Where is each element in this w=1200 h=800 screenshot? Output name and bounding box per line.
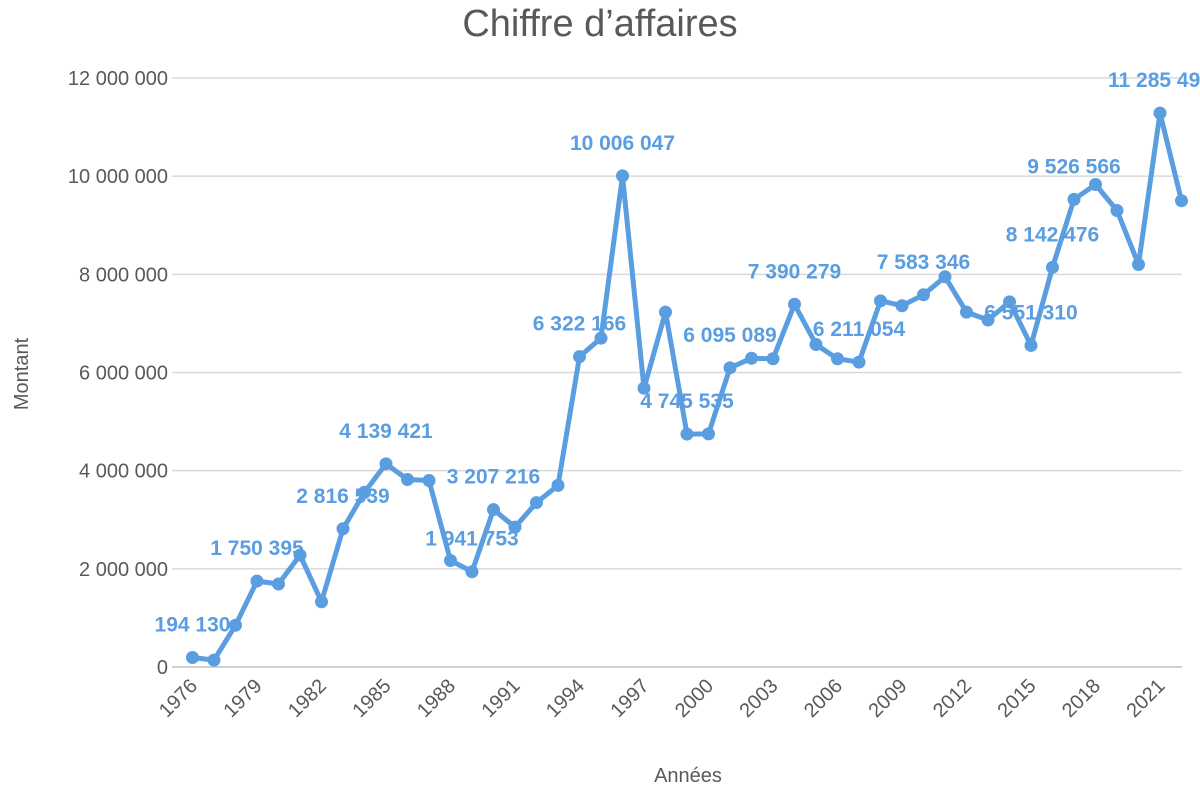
data-point xyxy=(530,496,543,510)
y-axis-ticks: 0 2 000 000 4 000 000 6 000 000 8 000 000 10 … xyxy=(68,68,168,679)
data-point xyxy=(1089,178,1102,192)
x-axis-title: Années xyxy=(654,765,722,787)
data-point xyxy=(745,351,758,365)
data-point xyxy=(315,595,328,609)
data-point xyxy=(229,618,242,632)
x-tick-label: 1997 xyxy=(607,675,654,722)
x-tick-label: 2000 xyxy=(671,675,718,722)
data-label: 3 207 216 xyxy=(447,466,540,489)
data-point xyxy=(659,305,672,319)
data-point xyxy=(616,169,629,183)
x-tick-label: 2006 xyxy=(800,675,847,722)
series-line xyxy=(190,110,1184,663)
data-point xyxy=(1175,194,1188,208)
data-point xyxy=(852,355,866,369)
data-point xyxy=(272,577,285,591)
data-point xyxy=(186,650,199,664)
x-tick-label: 1985 xyxy=(349,675,396,722)
data-point xyxy=(702,427,715,441)
data-label: 10 006 047 xyxy=(570,132,675,155)
data-point xyxy=(1153,106,1167,120)
chart-title: Chiffre d’affaires xyxy=(462,3,737,45)
data-point xyxy=(422,473,436,487)
data-point xyxy=(207,653,221,667)
y-tick-label: 0 xyxy=(157,657,168,679)
x-tick-label: 2003 xyxy=(736,675,783,722)
data-point xyxy=(680,427,694,441)
data-point xyxy=(766,352,780,366)
data-point xyxy=(487,503,500,517)
data-point xyxy=(508,520,522,534)
x-tick-label: 2015 xyxy=(994,675,1041,722)
y-tick-label: 8 000 000 xyxy=(79,264,168,286)
data-label: 1 941 753 xyxy=(425,528,518,551)
data-point xyxy=(573,350,586,364)
data-label: 9 526 566 xyxy=(1027,155,1120,178)
x-tick-label: 1979 xyxy=(220,675,267,722)
data-label: 4 745 535 xyxy=(640,390,734,413)
data-label: 6 322 166 xyxy=(533,313,626,336)
data-label: 6 095 089 xyxy=(683,324,776,347)
data-points xyxy=(186,106,1188,667)
data-point xyxy=(358,485,371,499)
data-label: 11 285 492 xyxy=(1108,69,1200,92)
data-point xyxy=(1024,338,1038,352)
data-label: 1 750 395 xyxy=(210,537,304,560)
data-point xyxy=(594,331,608,345)
data-label: 6 211 054 xyxy=(813,318,906,341)
y-tick-label: 10 000 000 xyxy=(68,166,168,188)
x-tick-label: 2018 xyxy=(1058,675,1105,722)
data-point xyxy=(637,381,651,395)
data-point xyxy=(788,297,801,311)
data-label: 7 583 346 xyxy=(877,251,970,274)
data-label: 194 130 xyxy=(155,613,231,636)
data-point xyxy=(250,574,264,588)
y-tick-label: 12 000 000 xyxy=(68,68,168,90)
data-label: 6 551 310 xyxy=(984,301,1077,324)
data-point xyxy=(1067,192,1081,206)
data-point xyxy=(938,270,952,284)
data-label: 4 139 421 xyxy=(339,420,433,443)
x-tick-label: 1994 xyxy=(542,675,589,722)
data-labels: 194 130 1 750 395 2 816 539 4 139 421 1 941 … xyxy=(155,69,1200,636)
x-tick-label: 1988 xyxy=(413,675,460,722)
data-point xyxy=(551,478,565,492)
data-point xyxy=(379,457,393,471)
data-point xyxy=(465,565,479,579)
data-point xyxy=(1003,295,1016,309)
y-axis-title: Montant xyxy=(11,337,33,410)
data-label: 7 390 279 xyxy=(748,260,841,283)
data-point xyxy=(336,522,350,536)
data-point xyxy=(917,288,930,302)
data-point xyxy=(444,553,457,567)
data-point xyxy=(960,305,973,319)
x-tick-label: 2012 xyxy=(929,675,976,722)
data-point xyxy=(1046,260,1059,274)
y-tick-label: 6 000 000 xyxy=(79,363,168,385)
x-tick-label: 1982 xyxy=(284,675,331,722)
y-tick-label: 2 000 000 xyxy=(79,559,168,581)
x-tick-label: 1991 xyxy=(478,675,525,722)
x-tick-label: 2021 xyxy=(1123,675,1170,722)
data-point xyxy=(809,338,823,352)
data-point xyxy=(1132,258,1145,272)
data-point xyxy=(981,313,995,327)
data-point xyxy=(874,294,887,308)
data-point xyxy=(1110,204,1124,218)
data-label: 2 816 539 xyxy=(296,485,389,508)
y-tick-label: 4 000 000 xyxy=(79,461,168,483)
data-point xyxy=(723,361,737,375)
data-point xyxy=(293,548,307,562)
data-point xyxy=(831,352,844,366)
data-point xyxy=(895,299,909,313)
gridlines xyxy=(172,77,1182,668)
x-tick-label: 2009 xyxy=(865,675,912,722)
data-point xyxy=(401,473,414,487)
data-label: 8 142 476 xyxy=(1006,223,1099,246)
x-axis-ticks: 1976 1979 1982 1985 1988 1991 1994 1997 2000 2003… xyxy=(155,675,1170,722)
x-tick-label: 1976 xyxy=(155,675,202,722)
